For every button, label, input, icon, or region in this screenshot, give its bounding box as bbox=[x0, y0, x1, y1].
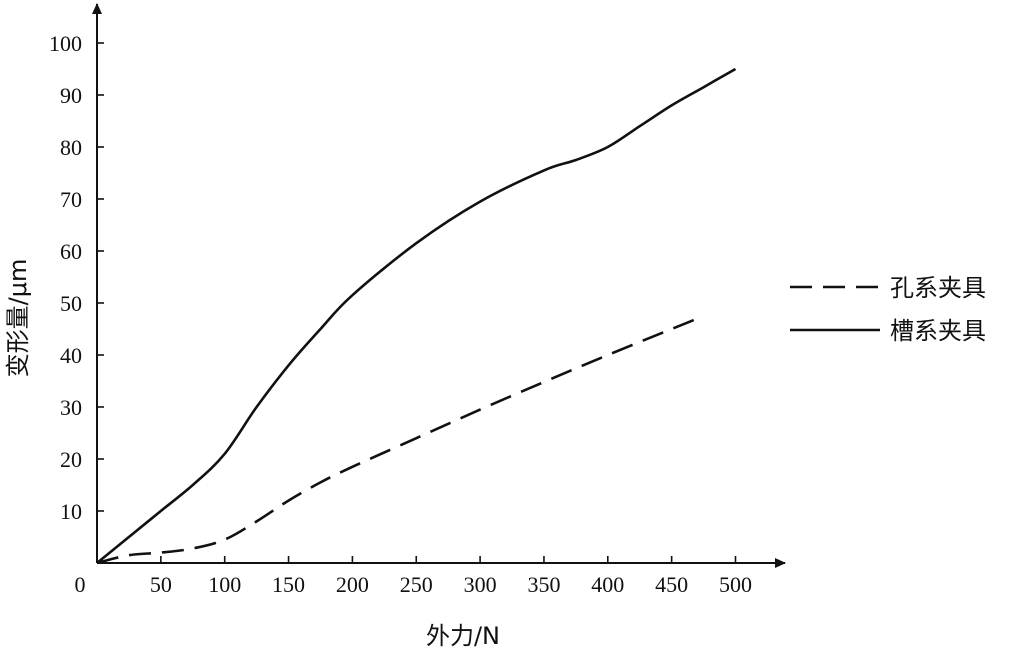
series-layer bbox=[96, 67, 737, 565]
x-tick-label: 450 bbox=[655, 572, 688, 597]
y-tick-label: 60 bbox=[60, 239, 82, 264]
x-tick-label: 250 bbox=[400, 572, 433, 597]
axes bbox=[92, 3, 786, 568]
x-tick-label: 300 bbox=[464, 572, 497, 597]
y-tick-label: 80 bbox=[60, 135, 82, 160]
y-tick-label: 50 bbox=[60, 291, 82, 316]
legend-label: 孔系夹具 bbox=[890, 274, 986, 302]
y-tick-label: 10 bbox=[60, 499, 82, 524]
series-line-slot bbox=[96, 67, 737, 565]
x-tick-label: 200 bbox=[336, 572, 369, 597]
x-tick-label: 400 bbox=[591, 572, 624, 597]
x-tick-label: 350 bbox=[527, 572, 560, 597]
x-axis-title: 外力/N bbox=[426, 622, 500, 650]
x-tick-label: 500 bbox=[719, 572, 752, 597]
series-line-hole bbox=[96, 314, 705, 565]
y-axis-title: 变形量/μm bbox=[4, 259, 32, 378]
y-tick-label: 40 bbox=[60, 343, 82, 368]
x-tick-label: 100 bbox=[208, 572, 241, 597]
origin-label: 0 bbox=[75, 572, 86, 597]
y-tick-label: 100 bbox=[49, 31, 82, 56]
y-ticks: 10 20 30 40 50 60 70 80 90 100 bbox=[49, 31, 104, 524]
y-tick-label: 70 bbox=[60, 187, 82, 212]
y-tick-label: 30 bbox=[60, 395, 82, 420]
x-tick-label: 50 bbox=[150, 572, 172, 597]
y-tick-label: 90 bbox=[60, 83, 82, 108]
x-ticks: 50 100 150 200 250 300 350 400 450 500 bbox=[150, 556, 752, 597]
x-tick-label: 150 bbox=[272, 572, 305, 597]
y-tick-label: 20 bbox=[60, 447, 82, 472]
legend-label: 槽系夹具 bbox=[890, 317, 986, 345]
